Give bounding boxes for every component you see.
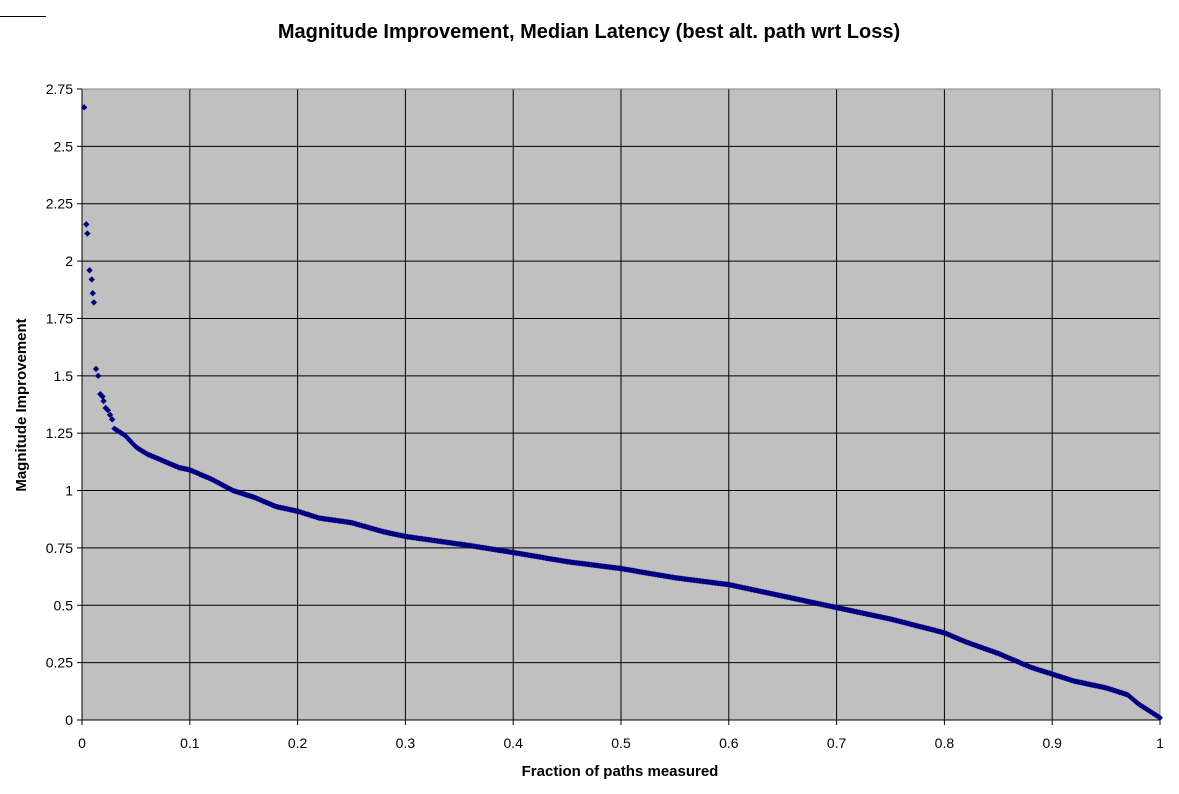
y-tick-label: 1.25 xyxy=(46,425,73,441)
y-tick-label: 0 xyxy=(65,712,73,728)
x-tick-label: 0.3 xyxy=(396,735,416,751)
y-tick-label: 1.75 xyxy=(46,310,73,326)
x-axis-ticks: 0 0.1 0.2 0.3 0.4 0.5 0.6 0.7 0.8 0.9 1 xyxy=(78,720,1164,751)
data-point xyxy=(84,230,91,237)
corner-decoration xyxy=(0,0,46,17)
x-tick-label: 0.6 xyxy=(719,735,739,751)
y-tick-label: 2.75 xyxy=(46,81,73,97)
data-point xyxy=(80,104,88,111)
y-axis-label: Magnitude Improvement xyxy=(13,318,30,491)
x-tick-label: 0.2 xyxy=(288,735,308,751)
x-tick-label: 0.9 xyxy=(1042,735,1062,751)
data-point xyxy=(86,267,93,274)
y-axis-ticks: 0 0.25 0.5 0.75 1 1.25 1.5 1.75 2 2.25 2.5 2.75 xyxy=(46,81,82,728)
data-point xyxy=(92,365,100,373)
data-point xyxy=(88,276,95,283)
data-point xyxy=(89,290,96,297)
x-tick-label: 0.5 xyxy=(611,735,631,751)
x-tick-label: 1 xyxy=(1156,735,1164,751)
x-tick-label: 0 xyxy=(78,735,86,751)
x-axis-label: Fraction of paths measured xyxy=(522,763,719,780)
x-tick-label: 0.1 xyxy=(180,735,200,751)
data-point xyxy=(104,407,112,414)
data-point xyxy=(1157,714,1163,721)
axes xyxy=(81,88,1161,721)
y-tick-label: 1 xyxy=(65,483,73,499)
x-tick-label: 0.8 xyxy=(935,735,955,751)
y-tick-label: 0.75 xyxy=(46,540,73,556)
data-point xyxy=(108,416,116,423)
data-point xyxy=(83,221,90,228)
y-tick-label: 2.5 xyxy=(54,138,74,154)
x-tick-label: 0.4 xyxy=(503,735,523,751)
data-point xyxy=(90,299,98,306)
chart-title: Magnitude Improvement, Median Latency (b… xyxy=(278,21,900,43)
data-point xyxy=(106,411,114,419)
data-point xyxy=(94,372,102,380)
y-tick-label: 2.25 xyxy=(46,196,73,212)
y-tick-label: 0.5 xyxy=(54,597,74,613)
data-point xyxy=(99,393,106,400)
y-tick-label: 2 xyxy=(65,253,73,269)
data-points xyxy=(80,104,1163,721)
y-tick-label: 1.5 xyxy=(54,368,74,384)
data-point xyxy=(100,397,107,405)
y-tick-label: 0.25 xyxy=(46,655,73,671)
x-tick-label: 0.7 xyxy=(827,735,847,751)
